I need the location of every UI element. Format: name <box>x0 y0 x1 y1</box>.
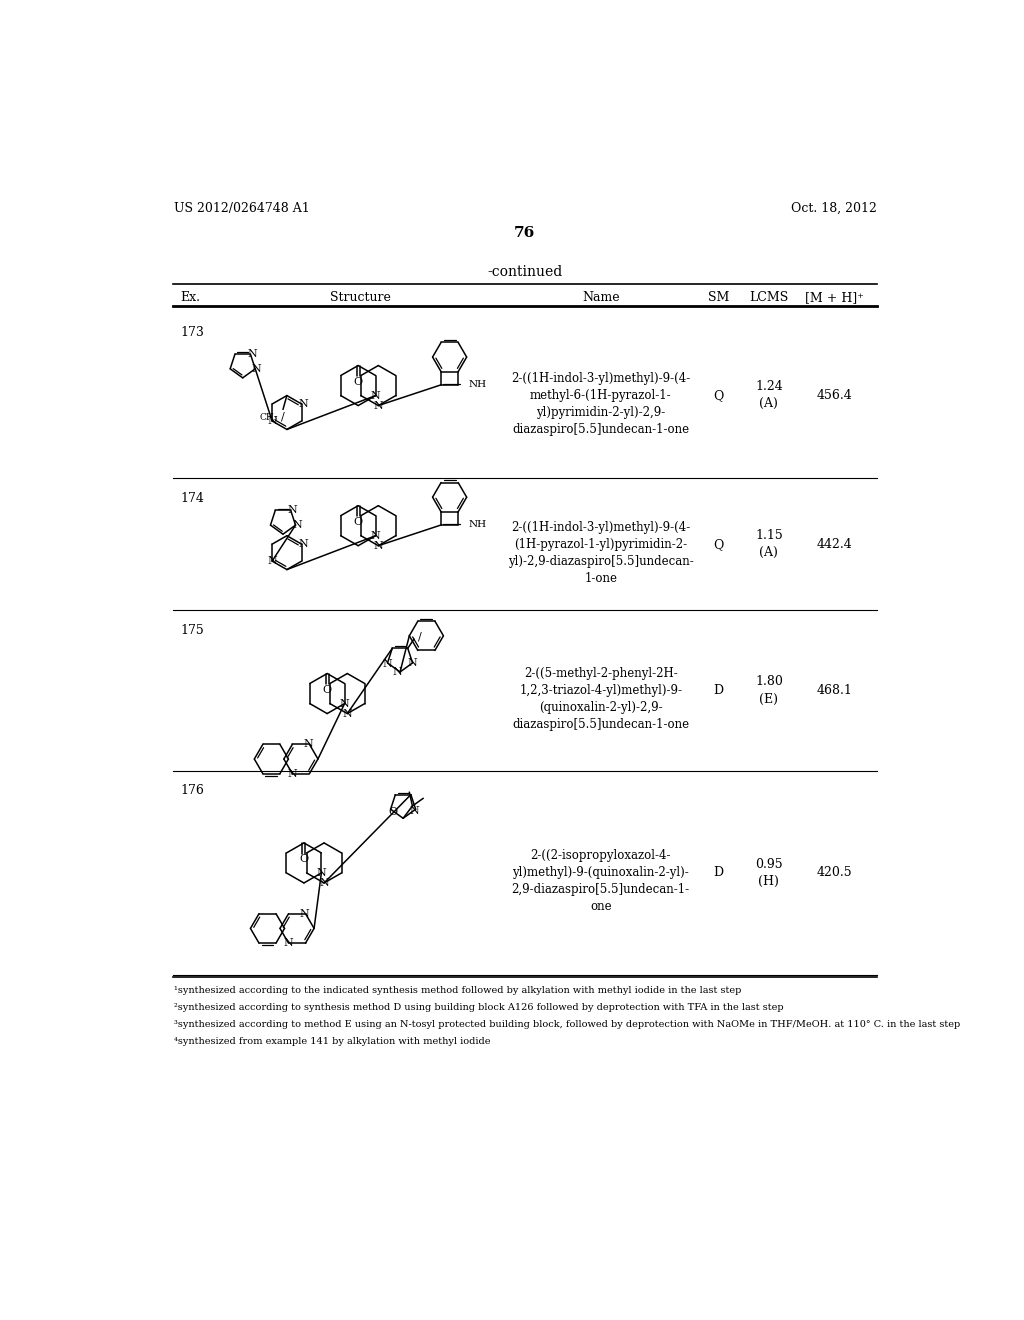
Text: D: D <box>714 684 724 697</box>
Text: Oct. 18, 2012: Oct. 18, 2012 <box>791 202 877 215</box>
Text: US 2012/0264748 A1: US 2012/0264748 A1 <box>174 202 310 215</box>
Text: O: O <box>388 807 397 817</box>
Text: N: N <box>303 739 312 750</box>
Text: N: N <box>247 350 257 359</box>
Text: D: D <box>714 866 724 879</box>
Text: N: N <box>292 520 302 531</box>
Text: 456.4: 456.4 <box>817 388 853 401</box>
Text: N: N <box>374 400 383 411</box>
Text: 2-((1H-indol-3-yl)methyl)-9-(4-
(1H-pyrazol-1-yl)pyrimidin-2-
yl)-2,9-diazaspiro: 2-((1H-indol-3-yl)methyl)-9-(4- (1H-pyra… <box>508 521 693 585</box>
Text: ³synthesized according to method E using an N-tosyl protected building block, fo: ³synthesized according to method E using… <box>174 1020 961 1030</box>
Text: N: N <box>288 506 297 516</box>
Text: LCMS: LCMS <box>750 292 788 305</box>
Text: Name: Name <box>582 292 620 305</box>
Text: N: N <box>267 416 276 426</box>
Text: N: N <box>299 908 309 919</box>
Text: 176: 176 <box>180 784 205 797</box>
Text: N: N <box>284 939 294 948</box>
Text: 175: 175 <box>180 624 205 638</box>
Text: 174: 174 <box>180 492 205 504</box>
Text: N: N <box>374 541 383 550</box>
Text: ⁴synthesized from example 141 by alkylation with methyl iodide: ⁴synthesized from example 141 by alkylat… <box>174 1038 490 1045</box>
Text: 2-((2-isopropyloxazol-4-
yl)methyl)-9-(quinoxalin-2-yl)-
2,9-diazaspiro[5.5]unde: 2-((2-isopropyloxazol-4- yl)methyl)-9-(q… <box>512 850 690 913</box>
Text: Ex.: Ex. <box>180 292 201 305</box>
Text: 173: 173 <box>180 326 205 339</box>
Text: N: N <box>393 667 402 677</box>
Text: N: N <box>252 364 262 374</box>
Text: SM: SM <box>708 292 729 305</box>
Text: NH: NH <box>469 380 487 389</box>
Text: 2-((1H-indol-3-yl)methyl)-9-(4-
methyl-6-(1H-pyrazol-1-
yl)pyrimidin-2-yl)-2,9-
: 2-((1H-indol-3-yl)methyl)-9-(4- methyl-6… <box>511 372 690 436</box>
Text: O: O <box>323 685 332 694</box>
Text: NH: NH <box>469 520 487 529</box>
Text: 1.80
(E): 1.80 (E) <box>755 676 783 705</box>
Text: O: O <box>299 854 308 865</box>
Text: N: N <box>371 531 381 541</box>
Text: 76: 76 <box>514 226 536 240</box>
Text: N: N <box>340 698 349 709</box>
Text: CH₃: CH₃ <box>259 413 278 421</box>
Text: O: O <box>353 517 362 527</box>
Text: 442.4: 442.4 <box>817 537 853 550</box>
Text: Q: Q <box>714 388 724 401</box>
Text: /: / <box>418 632 422 642</box>
Text: Structure: Structure <box>330 292 391 305</box>
Text: 420.5: 420.5 <box>817 866 853 879</box>
Text: N: N <box>319 878 329 888</box>
Text: N: N <box>410 805 419 816</box>
Text: -continued: -continued <box>487 265 562 280</box>
Text: N: N <box>267 556 276 566</box>
Text: [M + H]⁺: [M + H]⁺ <box>805 292 864 305</box>
Text: 1.15
(A): 1.15 (A) <box>755 529 782 560</box>
Text: ²synthesized according to synthesis method D using building block A126 followed : ²synthesized according to synthesis meth… <box>174 1003 784 1012</box>
Text: N: N <box>371 391 381 400</box>
Text: O: O <box>353 376 362 387</box>
Text: N: N <box>316 869 327 878</box>
Text: N: N <box>298 539 308 549</box>
Text: N: N <box>342 709 352 718</box>
Text: N: N <box>408 657 418 668</box>
Text: 2-((5-methyl-2-phenyl-2H-
1,2,3-triazol-4-yl)methyl)-9-
(quinoxalin-2-yl)-2,9-
d: 2-((5-methyl-2-phenyl-2H- 1,2,3-triazol-… <box>512 668 689 731</box>
Text: 468.1: 468.1 <box>817 684 853 697</box>
Text: 0.95
(H): 0.95 (H) <box>755 858 782 887</box>
Text: N: N <box>288 768 297 779</box>
Text: 1.24
(A): 1.24 (A) <box>755 380 782 411</box>
Text: Q: Q <box>714 537 724 550</box>
Text: N: N <box>383 660 392 669</box>
Text: ¹synthesized according to the indicated synthesis method followed by alkylation : ¹synthesized according to the indicated … <box>174 986 741 995</box>
Text: N: N <box>298 399 308 409</box>
Text: /: / <box>282 412 285 421</box>
